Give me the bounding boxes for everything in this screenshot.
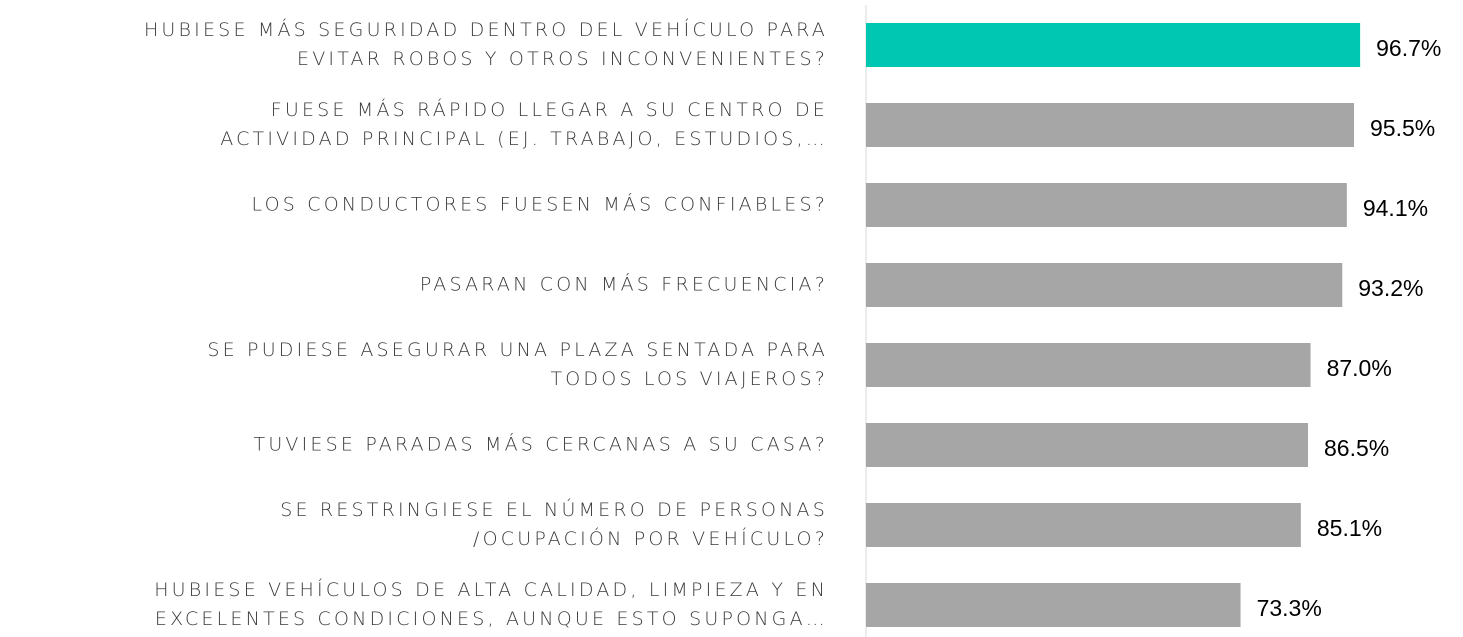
bar bbox=[866, 103, 1355, 147]
category-label: HUBIESE VEHÍCULOS DE ALTA CALIDAD, LIMPI… bbox=[154, 579, 828, 630]
category-label: LOS CONDUCTORES FUESEN MÁS CONFIABLES? bbox=[251, 193, 828, 216]
category-label: SE PUDIESE ASEGURAR UNA PLAZA SENTADA PA… bbox=[207, 339, 828, 390]
category-label: PASARAN CON MÁS FRECUENCIA? bbox=[419, 273, 828, 296]
bar bbox=[866, 423, 1309, 467]
value-label: 93.2% bbox=[1358, 275, 1423, 301]
value-label: 96.7% bbox=[1376, 35, 1441, 61]
category-label: FUESE MÁS RÁPIDO LLEGAR A SU CENTRO DE A… bbox=[220, 99, 828, 150]
value-label: 95.5% bbox=[1370, 115, 1435, 141]
bar bbox=[866, 503, 1301, 547]
bar bbox=[866, 263, 1343, 307]
bar bbox=[866, 23, 1361, 67]
value-label: 85.1% bbox=[1317, 515, 1382, 541]
value-label: 86.5% bbox=[1324, 435, 1389, 461]
bar bbox=[866, 183, 1347, 227]
bar bbox=[866, 583, 1241, 627]
value-label: 94.1% bbox=[1363, 195, 1428, 221]
category-label: SE RESTRINGIESE EL NÚMERO DE PERSONAS /O… bbox=[280, 499, 828, 550]
bar bbox=[866, 343, 1311, 387]
category-label: HUBIESE MÁS SEGURIDAD DENTRO DEL VEHÍCUL… bbox=[143, 19, 828, 70]
value-label: 73.3% bbox=[1257, 595, 1322, 621]
value-label: 87.0% bbox=[1327, 355, 1392, 381]
category-label: TUVIESE PARADAS MÁS CERCANAS A SU CASA? bbox=[253, 433, 828, 456]
